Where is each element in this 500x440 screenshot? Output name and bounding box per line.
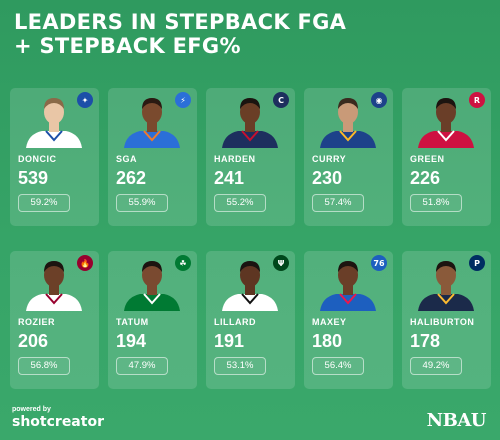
player-card: ◉ CURRY 230 57.4% (304, 88, 393, 226)
player-grid: ✦ DONCIC 539 59.2% ⚡ SGA 262 55.9% C HAR… (10, 88, 492, 389)
player-name: SGA (116, 154, 138, 164)
stepback-fga: 180 (312, 331, 343, 351)
stepback-fga: 191 (214, 331, 245, 351)
player-card: 76 MAXEY 180 56.4% (304, 251, 393, 389)
stepback-fga: 262 (116, 168, 147, 188)
shotcreator-brand: shotcreator (12, 414, 104, 430)
stepback-efg-badge: 56.4% (312, 357, 364, 375)
player-headshot-icon (26, 261, 82, 311)
heat-logo: 🔥 (77, 255, 93, 271)
player-card: C HARDEN 241 55.2% (206, 88, 295, 226)
powered-by-label: powered by (12, 406, 51, 413)
player-card: ⚡ SGA 262 55.9% (108, 88, 197, 226)
player-card: ☘ TATUM 194 47.9% (108, 251, 197, 389)
rockets-logo: R (469, 92, 485, 108)
team-logo-glyph: P (474, 258, 480, 268)
player-name: TATUM (116, 317, 149, 327)
player-photo (120, 92, 184, 148)
player-name: LILLARD (214, 317, 256, 327)
stepback-fga: 241 (214, 168, 245, 188)
powered-by-shotcreator: powered by shotcreator (12, 406, 104, 430)
player-photo (414, 92, 478, 148)
player-name: ROZIER (18, 317, 56, 327)
stepback-efg-badge: 55.9% (116, 194, 168, 212)
clippers-logo: C (273, 92, 289, 108)
player-headshot-icon (320, 98, 376, 148)
team-logo-glyph: R (473, 95, 481, 105)
player-photo (316, 92, 380, 148)
mavericks-logo: ✦ (77, 92, 93, 108)
nbau-logo: NBAU (426, 410, 487, 431)
player-headshot-icon (222, 98, 278, 148)
celtics-logo: ☘ (175, 255, 191, 271)
title-line-1: LEADERS IN STEPBACK FGA (14, 10, 347, 34)
warriors-logo: ◉ (371, 92, 387, 108)
stepback-fga: 194 (116, 331, 147, 351)
stepback-efg-badge: 59.2% (18, 194, 70, 212)
player-card: ✦ DONCIC 539 59.2% (10, 88, 99, 226)
team-logo-glyph: Ψ (277, 258, 285, 268)
team-logo-glyph: 76 (373, 258, 385, 268)
player-photo (316, 255, 380, 311)
player-card: 🔥 ROZIER 206 56.8% (10, 251, 99, 389)
stepback-efg-badge: 57.4% (312, 194, 364, 212)
team-logo-glyph: ◉ (375, 95, 383, 105)
stepback-efg-badge: 55.2% (214, 194, 266, 212)
team-logo-glyph: ✦ (81, 95, 89, 105)
player-name: HALIBURTON (410, 317, 475, 327)
stepback-fga: 539 (18, 168, 49, 188)
stepback-fga: 226 (410, 168, 441, 188)
player-name: CURRY (312, 154, 347, 164)
player-headshot-icon (222, 261, 278, 311)
player-card: P HALIBURTON 178 49.2% (402, 251, 491, 389)
player-name: GREEN (410, 154, 445, 164)
player-photo (22, 92, 86, 148)
player-card: Ψ LILLARD 191 53.1% (206, 251, 295, 389)
team-logo-glyph: C (278, 95, 284, 105)
player-photo (218, 255, 282, 311)
stepback-efg-badge: 51.8% (410, 194, 462, 212)
player-headshot-icon (418, 98, 474, 148)
76ers-logo: 76 (371, 255, 387, 271)
player-photo (120, 255, 184, 311)
player-photo (414, 255, 478, 311)
player-headshot-icon (418, 261, 474, 311)
player-photo (218, 92, 282, 148)
stepback-efg-badge: 53.1% (214, 357, 266, 375)
player-card: R GREEN 226 51.8% (402, 88, 491, 226)
player-name: MAXEY (312, 317, 347, 327)
pacers-logo: P (469, 255, 485, 271)
stepback-efg-badge: 56.8% (18, 357, 70, 375)
player-photo (22, 255, 86, 311)
stepback-efg-badge: 49.2% (410, 357, 462, 375)
player-headshot-icon (124, 261, 180, 311)
page-title: LEADERS IN STEPBACK FGA + STEPBACK EFG% (14, 10, 494, 58)
player-headshot-icon (124, 98, 180, 148)
bucks-logo: Ψ (273, 255, 289, 271)
stepback-fga: 230 (312, 168, 343, 188)
stepback-fga: 178 (410, 331, 441, 351)
player-name: DONCIC (18, 154, 57, 164)
player-name: HARDEN (214, 154, 256, 164)
team-logo-glyph: ☘ (179, 258, 187, 268)
stepback-efg-badge: 47.9% (116, 357, 168, 375)
thunder-logo: ⚡ (175, 92, 191, 108)
player-headshot-icon (320, 261, 376, 311)
team-logo-glyph: ⚡ (180, 95, 186, 105)
title-line-2: + STEPBACK EFG% (14, 34, 241, 58)
stepback-fga: 206 (18, 331, 49, 351)
player-headshot-icon (26, 98, 82, 148)
team-logo-glyph: 🔥 (80, 258, 90, 268)
